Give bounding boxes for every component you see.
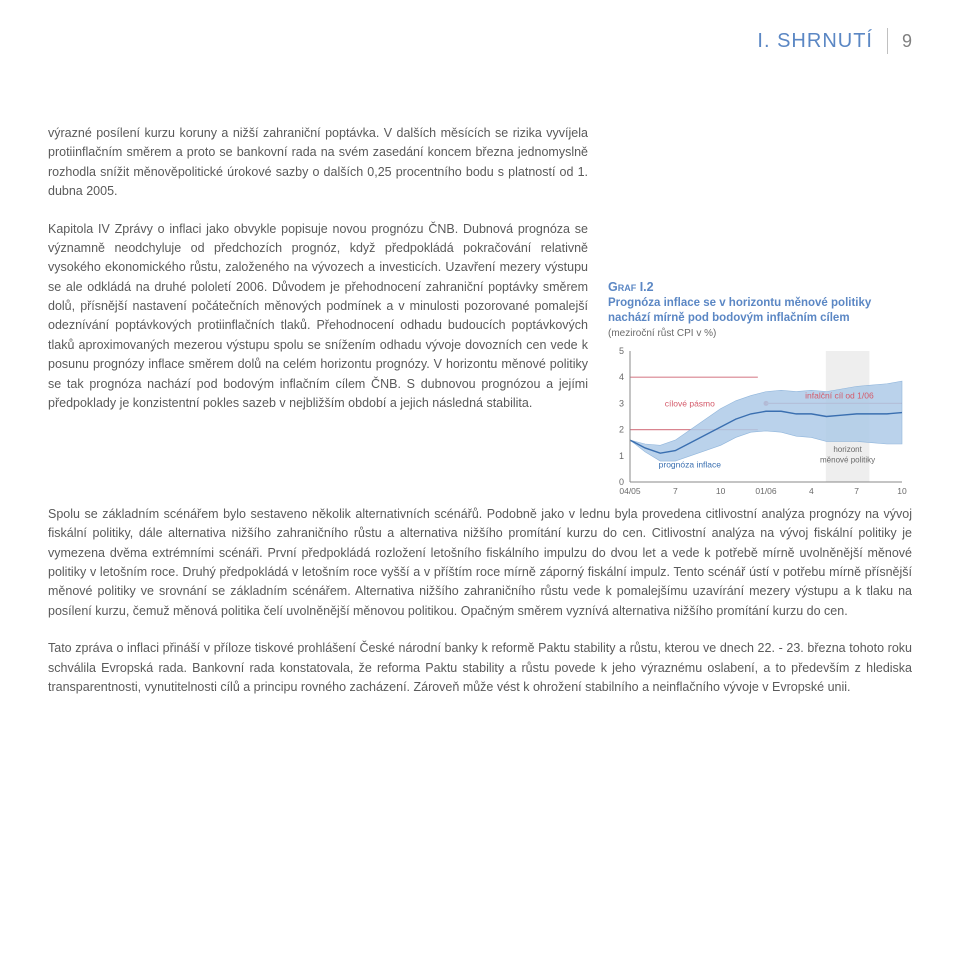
svg-text:4: 4 bbox=[619, 372, 624, 382]
header-divider bbox=[887, 28, 888, 54]
svg-text:7: 7 bbox=[854, 486, 859, 496]
paragraph-1: výrazné posílení kurzu koruny a nižší za… bbox=[48, 124, 588, 202]
chart-number-label: Graf I.2 bbox=[608, 280, 908, 294]
svg-text:10: 10 bbox=[897, 486, 907, 496]
svg-text:01/06: 01/06 bbox=[755, 486, 777, 496]
chart-column: Graf I.2 Prognóza inflace se v horizontu… bbox=[608, 124, 912, 505]
svg-text:04/05: 04/05 bbox=[619, 486, 641, 496]
svg-text:5: 5 bbox=[619, 346, 624, 356]
svg-text:4: 4 bbox=[809, 486, 814, 496]
chart-subtitle: (meziroční růst CPI v %) bbox=[608, 328, 908, 339]
text-column: výrazné posílení kurzu koruny a nižší za… bbox=[48, 124, 588, 505]
svg-text:2: 2 bbox=[619, 424, 624, 434]
svg-text:7: 7 bbox=[673, 486, 678, 496]
paragraph-2: Kapitola IV Zprávy o inflaci jako obvykl… bbox=[48, 220, 588, 414]
svg-text:infalční cíl od 1/06: infalční cíl od 1/06 bbox=[805, 390, 874, 400]
svg-text:1: 1 bbox=[619, 451, 624, 461]
chart-box: Graf I.2 Prognóza inflace se v horizontu… bbox=[608, 280, 908, 505]
paragraph-3: Spolu se základním scénářem bylo sestave… bbox=[48, 505, 912, 621]
svg-text:prognóza inflace: prognóza inflace bbox=[659, 459, 722, 469]
svg-text:10: 10 bbox=[716, 486, 726, 496]
page-number: 9 bbox=[902, 31, 912, 52]
paragraph-4: Tato zpráva o inflaci přináší v příloze … bbox=[48, 639, 912, 697]
inflation-chart: 01234504/0571001/064710cílové pásmoinfal… bbox=[608, 345, 908, 500]
chart-title: Prognóza inflace se v horizontu měnové p… bbox=[608, 296, 908, 326]
page-section-title: I. SHRNUTÍ bbox=[757, 30, 873, 53]
svg-text:horizont: horizont bbox=[833, 445, 862, 454]
svg-text:3: 3 bbox=[619, 398, 624, 408]
svg-text:cílové pásmo: cílové pásmo bbox=[665, 398, 715, 408]
svg-text:měnové politiky: měnové politiky bbox=[820, 455, 875, 464]
